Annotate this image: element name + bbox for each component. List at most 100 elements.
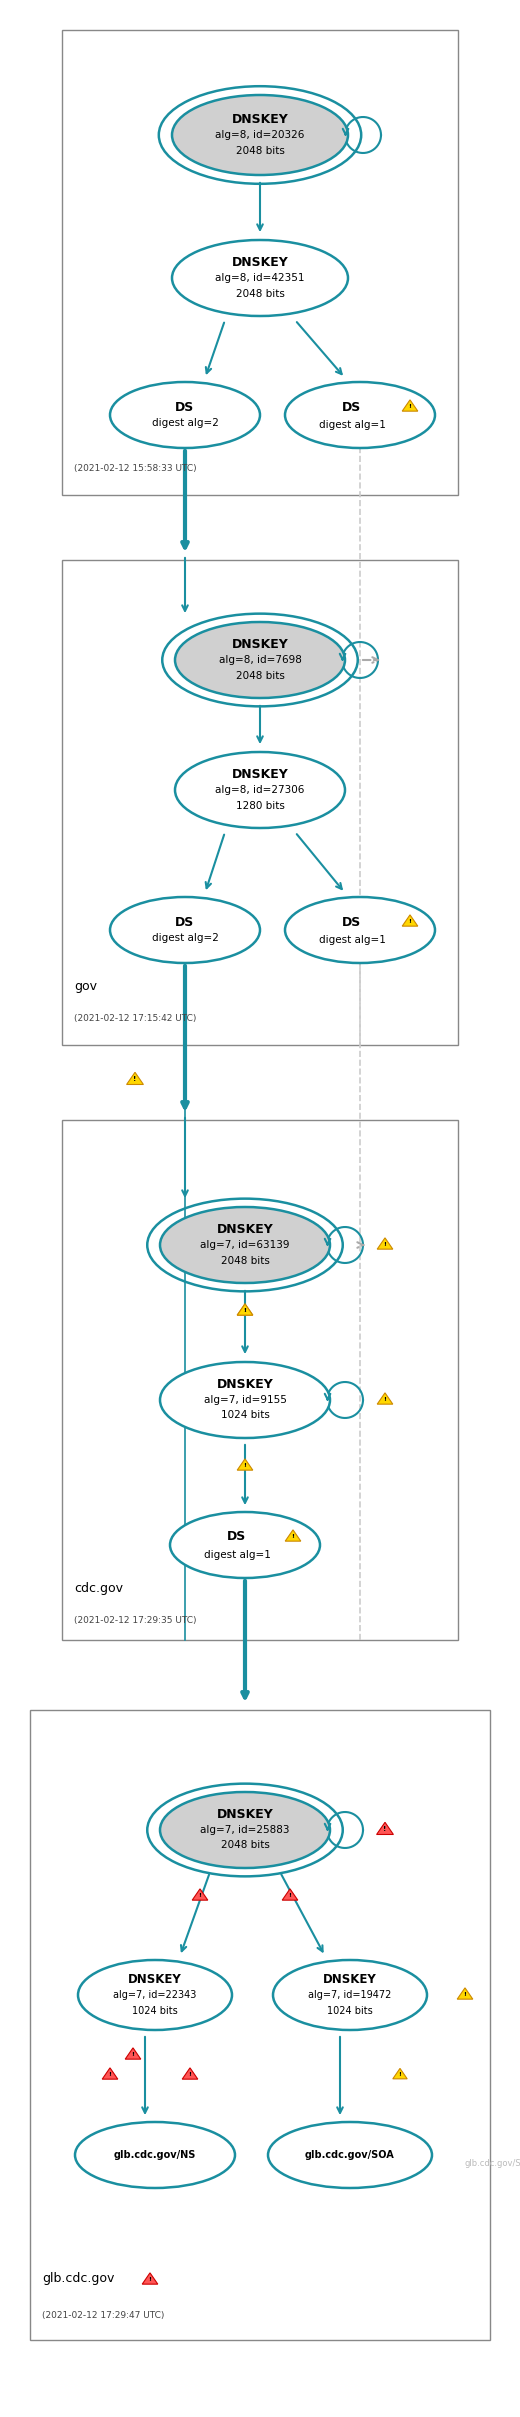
Text: alg=7, id=19472: alg=7, id=19472 [308, 1989, 392, 1999]
Text: 1024 bits: 1024 bits [220, 1412, 269, 1421]
Text: 2048 bits: 2048 bits [236, 670, 284, 682]
Text: !: ! [199, 1893, 201, 1897]
Text: glb.cdc.gov/NS: glb.cdc.gov/NS [114, 2151, 196, 2161]
Text: DS: DS [175, 916, 194, 928]
Polygon shape [125, 2047, 141, 2059]
Text: DNSKEY: DNSKEY [231, 638, 289, 650]
Text: !: ! [409, 404, 411, 408]
Text: 2048 bits: 2048 bits [236, 145, 284, 155]
Ellipse shape [75, 2122, 235, 2187]
Text: alg=7, id=9155: alg=7, id=9155 [203, 1395, 287, 1404]
Text: cdc.gov: cdc.gov [74, 1583, 123, 1595]
Text: DNSKEY: DNSKEY [217, 1378, 274, 1392]
Text: alg=8, id=27306: alg=8, id=27306 [215, 786, 305, 795]
Polygon shape [393, 2069, 407, 2079]
Polygon shape [192, 1888, 208, 1900]
Text: 1024 bits: 1024 bits [132, 2006, 178, 2016]
Text: alg=8, id=20326: alg=8, id=20326 [215, 131, 305, 140]
Polygon shape [237, 1303, 253, 1315]
Ellipse shape [160, 1791, 330, 1868]
Ellipse shape [273, 1960, 427, 2030]
Ellipse shape [110, 897, 260, 962]
Ellipse shape [175, 621, 345, 699]
Text: !: ! [133, 1076, 137, 1083]
Text: DS: DS [342, 401, 361, 413]
Text: 2048 bits: 2048 bits [236, 288, 284, 300]
FancyBboxPatch shape [62, 29, 458, 495]
Polygon shape [457, 1987, 473, 1999]
Text: !: ! [243, 1462, 246, 1467]
Text: !: ! [188, 2071, 191, 2076]
Text: glb.cdc.gov/SOA: glb.cdc.gov/SOA [305, 2151, 395, 2161]
Text: alg=7, id=22343: alg=7, id=22343 [113, 1989, 197, 1999]
Ellipse shape [78, 1960, 232, 2030]
Ellipse shape [160, 1206, 330, 1283]
Polygon shape [402, 916, 418, 926]
Text: !: ! [399, 2071, 401, 2076]
Polygon shape [102, 2069, 118, 2079]
Ellipse shape [285, 382, 435, 447]
Polygon shape [402, 399, 418, 411]
Text: !: ! [243, 1308, 246, 1312]
Text: !: ! [149, 2277, 151, 2282]
Text: alg=7, id=25883: alg=7, id=25883 [200, 1825, 290, 1835]
Ellipse shape [285, 897, 435, 962]
Text: digest alg=2: digest alg=2 [151, 418, 218, 428]
Text: DNSKEY: DNSKEY [231, 114, 289, 126]
Text: digest alg=1: digest alg=1 [319, 421, 385, 430]
Text: DNSKEY: DNSKEY [323, 1972, 377, 1987]
Text: gov: gov [74, 979, 97, 993]
Polygon shape [377, 1392, 393, 1404]
Text: !: ! [384, 1242, 386, 1247]
Ellipse shape [175, 752, 345, 829]
Text: 1280 bits: 1280 bits [236, 800, 284, 810]
Text: digest alg=1: digest alg=1 [203, 1549, 270, 1559]
Polygon shape [237, 1460, 253, 1470]
Polygon shape [282, 1888, 298, 1900]
Text: (2021-02-12 17:29:35 UTC): (2021-02-12 17:29:35 UTC) [74, 1617, 197, 1624]
Text: glb.cdc.gov: glb.cdc.gov [42, 2272, 114, 2284]
Polygon shape [142, 2272, 158, 2284]
Text: (2021-02-12 17:15:42 UTC): (2021-02-12 17:15:42 UTC) [74, 1015, 197, 1022]
Text: alg=8, id=7698: alg=8, id=7698 [218, 655, 302, 665]
Ellipse shape [172, 94, 348, 174]
Text: alg=8, id=42351: alg=8, id=42351 [215, 273, 305, 283]
Text: glb.cdc.gov/SOA: glb.cdc.gov/SOA [465, 2158, 520, 2168]
Text: DNSKEY: DNSKEY [231, 769, 289, 781]
Polygon shape [285, 1530, 301, 1542]
Text: !: ! [409, 918, 411, 923]
FancyBboxPatch shape [62, 1119, 458, 1641]
Text: 1024 bits: 1024 bits [327, 2006, 373, 2016]
Text: !: ! [463, 1992, 466, 1996]
Text: DNSKEY: DNSKEY [231, 256, 289, 268]
Polygon shape [126, 1073, 144, 1085]
Text: !: ! [109, 2071, 111, 2076]
Text: DS: DS [175, 401, 194, 413]
Text: 2048 bits: 2048 bits [220, 1254, 269, 1267]
Text: (2021-02-12 17:29:47 UTC): (2021-02-12 17:29:47 UTC) [42, 2311, 164, 2320]
Polygon shape [377, 1238, 393, 1250]
Text: DS: DS [342, 916, 361, 928]
FancyBboxPatch shape [30, 1709, 490, 2340]
Polygon shape [237, 1303, 253, 1315]
Text: 2048 bits: 2048 bits [220, 1839, 269, 1851]
Ellipse shape [172, 239, 348, 317]
Ellipse shape [170, 1513, 320, 1578]
Text: DNSKEY: DNSKEY [128, 1972, 182, 1987]
Ellipse shape [160, 1363, 330, 1438]
Text: !: ! [132, 2052, 135, 2057]
Text: !: ! [292, 1535, 294, 1540]
Text: alg=7, id=63139: alg=7, id=63139 [200, 1240, 290, 1250]
Ellipse shape [110, 382, 260, 447]
FancyBboxPatch shape [62, 561, 458, 1044]
Text: DNSKEY: DNSKEY [217, 1223, 274, 1235]
Text: !: ! [383, 1825, 387, 1832]
Text: digest alg=1: digest alg=1 [319, 935, 385, 945]
Polygon shape [376, 1822, 394, 1835]
Text: digest alg=2: digest alg=2 [151, 933, 218, 943]
Text: DS: DS [227, 1530, 246, 1544]
Text: !: ! [289, 1893, 292, 1897]
Text: !: ! [384, 1397, 386, 1402]
Polygon shape [182, 2069, 198, 2079]
Ellipse shape [268, 2122, 432, 2187]
